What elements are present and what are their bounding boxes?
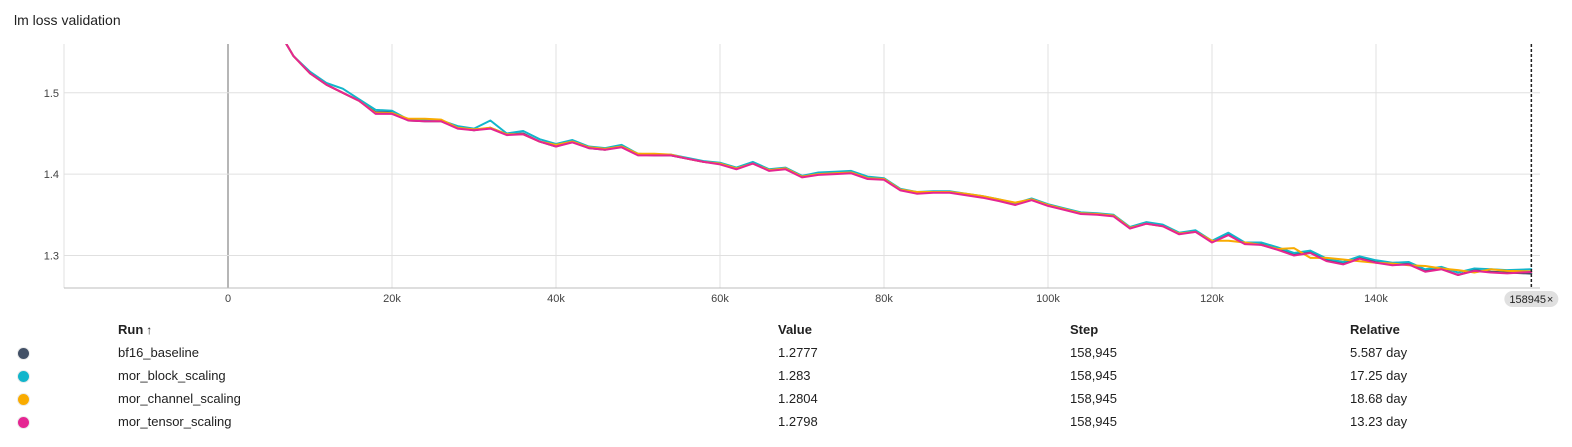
y-tick-label: 1.5 — [44, 88, 59, 100]
run-color-dot[interactable] — [18, 371, 29, 383]
sort-ascending-icon[interactable]: ↑ — [146, 323, 153, 337]
run-value: 1.2798 — [778, 414, 818, 429]
x-tick-label: 60k — [711, 293, 729, 305]
run-step: 158,945 — [1070, 391, 1117, 406]
x-tick-label: 40k — [547, 293, 565, 305]
x-tick-label: 80k — [875, 293, 893, 305]
run-color-dot[interactable] — [18, 348, 29, 360]
run-value: 1.2777 — [778, 345, 818, 360]
close-icon[interactable]: × — [1547, 294, 1553, 306]
loss-chart[interactable]: 0 20k 40k 60k 80k 100k 120k 140k 1.3 1.4 1.5 158945… — [0, 0, 1572, 312]
table-row[interactable]: bf16_baseline 1.2777 158,945 5.587 day — [0, 341, 1550, 364]
run-relative: 5.587 day — [1350, 345, 1408, 360]
run-relative: 13.23 day — [1350, 414, 1408, 429]
y-tick-label: 1.4 — [44, 169, 59, 181]
run-column-header[interactable]: Run ↑ — [118, 318, 778, 341]
run-name: mor_block_scaling — [118, 368, 226, 383]
cursor-badge-bg — [1504, 291, 1559, 307]
run-value: 1.283 — [778, 368, 811, 383]
card-title: lm loss validation — [14, 12, 121, 28]
y-tick-label: 1.3 — [44, 250, 59, 262]
value-column-header[interactable]: Value — [778, 322, 812, 337]
step-column-header[interactable]: Step — [1070, 322, 1099, 337]
series-group — [285, 44, 1533, 276]
series-line-mor_tensor_scaling — [285, 44, 1533, 276]
relative-column-header[interactable]: Relative — [1350, 322, 1400, 337]
x-tick-label: 120k — [1200, 293, 1224, 305]
series-line-bf16_baseline — [285, 44, 1533, 276]
run-name: mor_tensor_scaling — [118, 414, 232, 429]
x-tick-label: 0 — [225, 293, 231, 305]
run-color-dot[interactable] — [18, 394, 29, 406]
cursor-step-badge[interactable]: 158945 × — [1504, 291, 1559, 307]
run-value: 1.2804 — [778, 391, 818, 406]
cursor-step-label: 158945 — [1509, 294, 1546, 306]
color-column-header — [0, 318, 118, 341]
run-step: 158,945 — [1070, 414, 1117, 429]
run-relative: 17.25 day — [1350, 368, 1408, 383]
table-row[interactable]: mor_tensor_scaling 1.2798 158,945 13.23 … — [0, 410, 1550, 433]
run-step: 158,945 — [1070, 368, 1117, 383]
run-step: 158,945 — [1070, 345, 1117, 360]
runs-table-header: Run ↑ Value Step Relative — [0, 318, 1550, 341]
run-name: bf16_baseline — [118, 345, 199, 360]
run-relative: 18.68 day — [1350, 391, 1408, 406]
run-header-label: Run — [118, 322, 144, 337]
runs-table: Run ↑ Value Step Relative bf16_baseline 1… — [0, 318, 1550, 433]
series-line-mor_block_scaling — [285, 44, 1533, 274]
table-row[interactable]: mor_block_scaling 1.283 158,945 17.25 da… — [0, 364, 1550, 387]
run-color-dot[interactable] — [18, 417, 29, 429]
series-line-mor_channel_scaling — [285, 44, 1533, 274]
x-tick-label: 140k — [1364, 293, 1388, 305]
table-row[interactable]: mor_channel_scaling 1.2804 158,945 18.68… — [0, 387, 1550, 410]
run-name: mor_channel_scaling — [118, 391, 241, 406]
x-tick-label: 100k — [1036, 293, 1060, 305]
x-tick-label: 20k — [383, 293, 401, 305]
